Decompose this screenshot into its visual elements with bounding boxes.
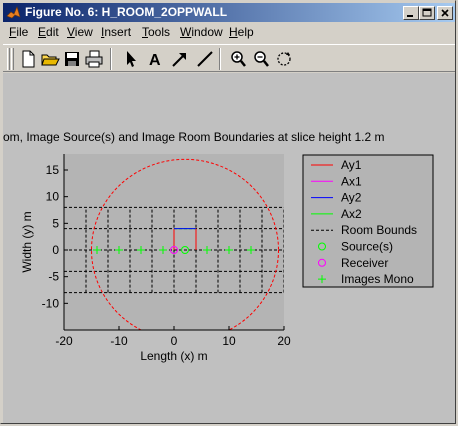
image-source-marker [93, 246, 101, 254]
toolbar-grip[interactable] [7, 48, 10, 70]
menu-insert[interactable]: Insert [101, 25, 131, 39]
legend-label: Receiver [341, 256, 388, 270]
menu-bar: File Edit View Insert Tools Window Help [3, 23, 455, 42]
svg-text:A: A [149, 52, 161, 69]
menu-label-rest: iew [74, 25, 93, 39]
legend-marker-receiver [318, 258, 326, 267]
open-file-button[interactable] [39, 48, 61, 70]
menu-mnemonic: H [229, 25, 238, 39]
new-figure-button[interactable] [17, 48, 39, 70]
image-source-marker [137, 246, 145, 254]
text-insert-icon: A [149, 52, 161, 69]
toolbar-grip[interactable] [11, 48, 14, 70]
image-source-marker [247, 246, 255, 254]
menu-mnemonic: T [142, 25, 148, 39]
legend-label: Source(s) [341, 240, 393, 254]
menu-label-rest: elp [237, 25, 254, 39]
x-tick-label: -10 [110, 334, 128, 348]
x-tick-label: 0 [171, 334, 178, 348]
zoom-out-button[interactable] [250, 48, 272, 70]
title-bar[interactable]: Figure No. 6: H_ROOM_2OPPWALL [3, 3, 455, 22]
y-axis-label: Width (y) m [20, 211, 34, 272]
receiver-marker [170, 246, 178, 254]
menu-edit[interactable]: Edit [38, 25, 59, 39]
rotate-icon [277, 52, 291, 66]
menu-label-rest: nsert [104, 25, 132, 39]
minimize-icon [407, 15, 413, 17]
menu-mnemonic: W [180, 25, 192, 39]
menu-tools[interactable]: Tools [142, 25, 170, 39]
image-source-marker [159, 246, 167, 254]
menu-mnemonic: F [9, 25, 17, 39]
menu-mnemonic: E [38, 25, 47, 39]
rotate-3d-button[interactable] [273, 48, 295, 70]
y-tick-label: -5 [48, 270, 59, 284]
arrow-select-icon [127, 51, 136, 67]
insert-line-button[interactable] [194, 48, 216, 70]
legend-label: Ax1 [341, 174, 362, 188]
y-tick-label: 10 [46, 190, 60, 204]
image-source-marker [225, 246, 233, 254]
save-button[interactable] [61, 48, 83, 70]
zoom-in-icon [231, 51, 246, 67]
menu-label-rest: ile [16, 25, 29, 39]
maximize-button[interactable] [419, 6, 435, 20]
save-icon [65, 52, 79, 66]
y-tick-label: -10 [42, 296, 60, 310]
close-button[interactable] [437, 6, 453, 20]
new-file-icon [22, 50, 35, 68]
chart-title: om, Image Source(s) and Image Room Bound… [3, 130, 385, 144]
edit-plot-button[interactable] [119, 48, 141, 70]
matlab-logo-icon [6, 6, 21, 19]
menu-label-rest: dit [46, 25, 59, 39]
menu-help[interactable]: Help [229, 25, 254, 39]
legend-marker-source-s- [318, 242, 326, 251]
figure-toolbar: A [3, 44, 455, 72]
x-axis-label: Length (x) m [140, 349, 207, 363]
image-source-marker [115, 246, 123, 254]
menu-label-rest: ools [148, 25, 171, 39]
zoom-in-button[interactable] [227, 48, 249, 70]
toolbar-separator [219, 48, 221, 70]
legend-label: Images Mono [341, 272, 414, 286]
figure-canvas: om, Image Source(s) and Image Room Bound… [3, 73, 455, 423]
maximize-icon [422, 8, 432, 17]
print-button[interactable] [83, 48, 105, 70]
close-icon [441, 9, 449, 17]
legend-label: Room Bounds [341, 223, 417, 237]
y-tick-label: 15 [46, 163, 60, 177]
plot-content [64, 158, 284, 330]
insert-text-button[interactable]: A [144, 48, 166, 70]
y-tick-label: 5 [52, 216, 59, 230]
arrow-insert-icon [172, 53, 186, 67]
menu-mnemonic: V [67, 25, 75, 39]
open-folder-icon [41, 54, 60, 66]
menu-mnemonic: I [101, 25, 105, 39]
plot-area: om, Image Source(s) and Image Room Bound… [3, 130, 434, 363]
insert-arrow-button[interactable] [169, 48, 191, 70]
y-tick-label: 0 [52, 243, 59, 257]
image-source-marker [203, 246, 211, 254]
menu-label-rest: indow [191, 25, 223, 39]
legend-label: Ay1 [341, 158, 362, 172]
legend-label: Ax2 [341, 207, 362, 221]
window-title: Figure No. 6: H_ROOM_2OPPWALL [25, 5, 228, 19]
x-tick-label: 20 [277, 334, 291, 348]
x-tick-label: 10 [222, 334, 236, 348]
minimize-button[interactable] [403, 6, 419, 20]
reflection-order-circle [91, 158, 279, 330]
menu-view[interactable]: View [67, 25, 93, 39]
print-icon [85, 50, 103, 68]
x-tick-label: -20 [55, 334, 73, 348]
menu-window[interactable]: Window [180, 25, 223, 39]
toolbar-separator [110, 48, 112, 70]
menu-file[interactable]: File [9, 25, 28, 39]
legend-marker-images-mono [318, 275, 326, 284]
legend-label: Ay2 [341, 191, 362, 205]
source-marker [181, 246, 189, 254]
line-insert-icon [197, 51, 213, 67]
zoom-out-icon [254, 51, 269, 67]
